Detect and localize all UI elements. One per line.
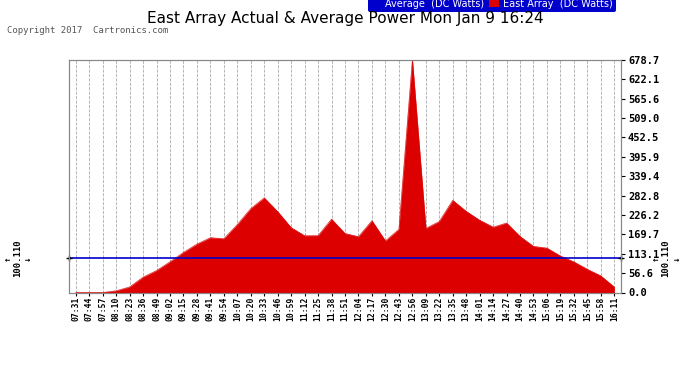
Text: ↑
100.110
↓: ↑ 100.110 ↓ <box>651 239 681 277</box>
Legend: Average  (DC Watts), East Array  (DC Watts): Average (DC Watts), East Array (DC Watts… <box>368 0 616 12</box>
Text: Copyright 2017  Cartronics.com: Copyright 2017 Cartronics.com <box>7 26 168 35</box>
Text: East Array Actual & Average Power Mon Jan 9 16:24: East Array Actual & Average Power Mon Ja… <box>147 11 543 26</box>
Text: ↑
100.110
↓: ↑ 100.110 ↓ <box>2 239 32 277</box>
